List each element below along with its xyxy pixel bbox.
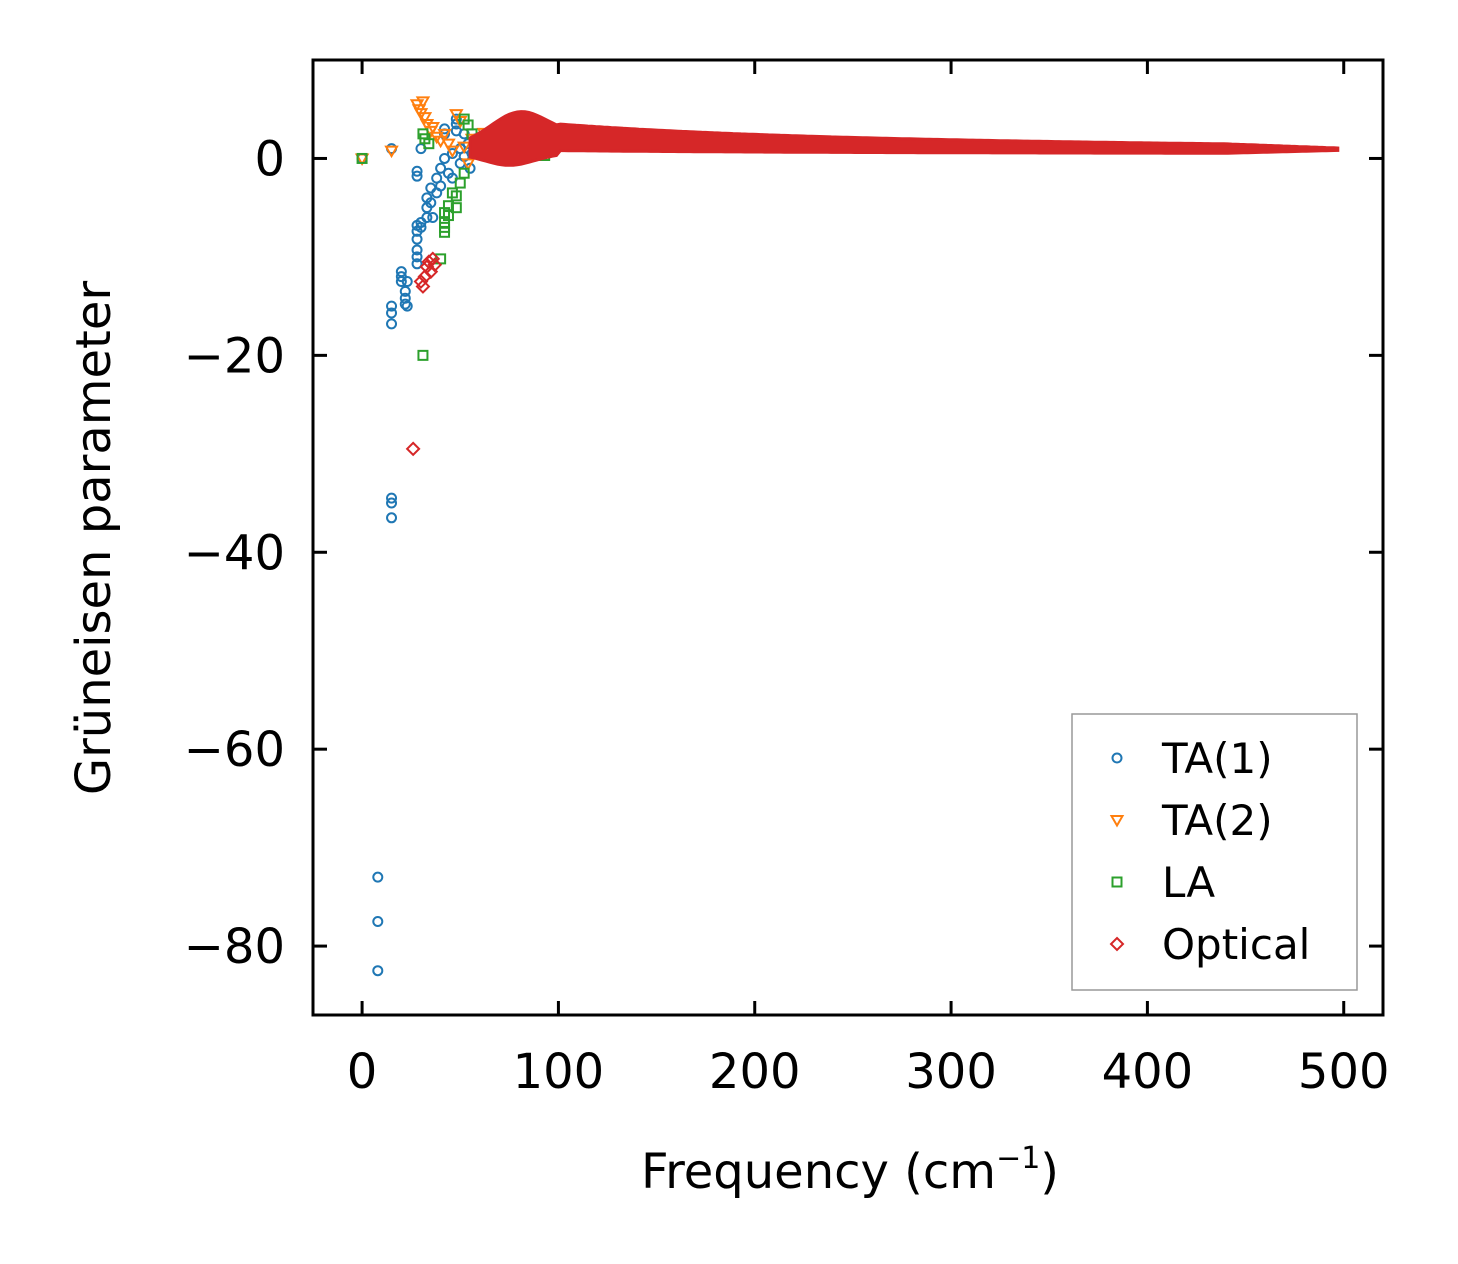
legend-marker-ta1 (1111, 752, 1123, 764)
la-point (423, 138, 435, 150)
ta1-point (401, 300, 413, 312)
legend-marker-optical (1109, 936, 1125, 952)
x-tick-label: 500 (1298, 1044, 1390, 1100)
ta1-point (411, 233, 423, 245)
ta2-point (425, 121, 440, 135)
ta1-point (411, 251, 423, 263)
ta1-point (439, 152, 451, 164)
legend-label-ta1: TA(1) (1161, 734, 1273, 783)
x-axis-label-main: Frequency (cm (641, 1144, 996, 1200)
legend-markers (1109, 752, 1125, 952)
x-tick-label: 0 (347, 1044, 378, 1100)
legend-marker-la (1111, 876, 1123, 888)
y-tick-label: −40 (184, 525, 285, 581)
x-axis-label: Frequency (cm−1) (641, 1141, 1059, 1200)
ta1-point (411, 258, 423, 270)
optical-point (427, 257, 443, 273)
ta1-point (435, 180, 447, 192)
optical-point (413, 274, 429, 289)
ta1-point (395, 276, 407, 288)
x-tick-label: 300 (905, 1044, 997, 1100)
legend: TA(1) TA(2) LA Optical (1071, 713, 1358, 991)
ta1-point (372, 965, 384, 977)
la-point (450, 202, 462, 214)
ta1-point (372, 915, 384, 927)
optical-point (405, 441, 421, 457)
ta2-point (460, 158, 476, 171)
ta1-point (411, 170, 423, 182)
ta1-point (435, 162, 447, 174)
ta1-point (399, 285, 411, 297)
ta1-point (411, 244, 423, 256)
ta1-point (386, 307, 398, 319)
ta1-point (427, 212, 439, 224)
x-tick-label: 200 (709, 1044, 801, 1100)
y-tick-label: 0 (254, 131, 285, 187)
legend-label-optical: Optical (1162, 920, 1310, 969)
optical-point (415, 279, 431, 294)
legend-box (1071, 713, 1358, 991)
optical-band-fill (468, 110, 1340, 167)
la-point (442, 210, 454, 222)
y-axis-label: Grüneisen parameter (66, 281, 122, 796)
x-axis-label-superscript: −1 (996, 1141, 1040, 1176)
ta1-point (386, 300, 398, 312)
ta2-point (384, 145, 399, 159)
la-point (356, 152, 368, 164)
ta1-point (386, 318, 398, 330)
legend-label-ta2: TA(2) (1161, 796, 1273, 845)
ta2-point (415, 96, 431, 109)
ta1-point (399, 298, 411, 310)
ta2-point (456, 141, 472, 155)
ta1-point (386, 492, 398, 504)
ta1-point (411, 165, 423, 177)
ta1-point (421, 212, 433, 224)
ta2-point (441, 138, 456, 152)
x-tick-label: 400 (1102, 1044, 1194, 1100)
ta2-point (445, 145, 460, 159)
la-point (450, 190, 462, 202)
legend-label-la: LA (1162, 858, 1215, 907)
legend-marker-ta2 (1109, 815, 1125, 828)
ta2-point (419, 118, 435, 132)
ta1-point (425, 197, 437, 209)
la-point (417, 349, 429, 361)
x-tick-label: 100 (513, 1044, 605, 1100)
ta1-point (450, 113, 462, 125)
ta1-point (401, 276, 413, 288)
la-point (458, 167, 470, 179)
ta2-point (417, 112, 433, 125)
optical-band (468, 110, 1340, 167)
ta1-point (386, 497, 398, 509)
y-tick-label: −80 (184, 919, 285, 975)
x-axis-label-tail: ) (1040, 1144, 1059, 1200)
ta2-point (437, 128, 452, 142)
y-tick-label: −20 (184, 328, 285, 384)
axis-ticks: 0 100 200 300 400 500 0 −20 −40 −60 −80 (184, 60, 1390, 1100)
ta1-point (372, 871, 384, 883)
y-tick-label: −60 (184, 722, 285, 778)
ta1-point (386, 512, 398, 524)
optical-point (425, 251, 441, 267)
plot-frame (311, 58, 1385, 1017)
ta1-point (415, 221, 427, 233)
